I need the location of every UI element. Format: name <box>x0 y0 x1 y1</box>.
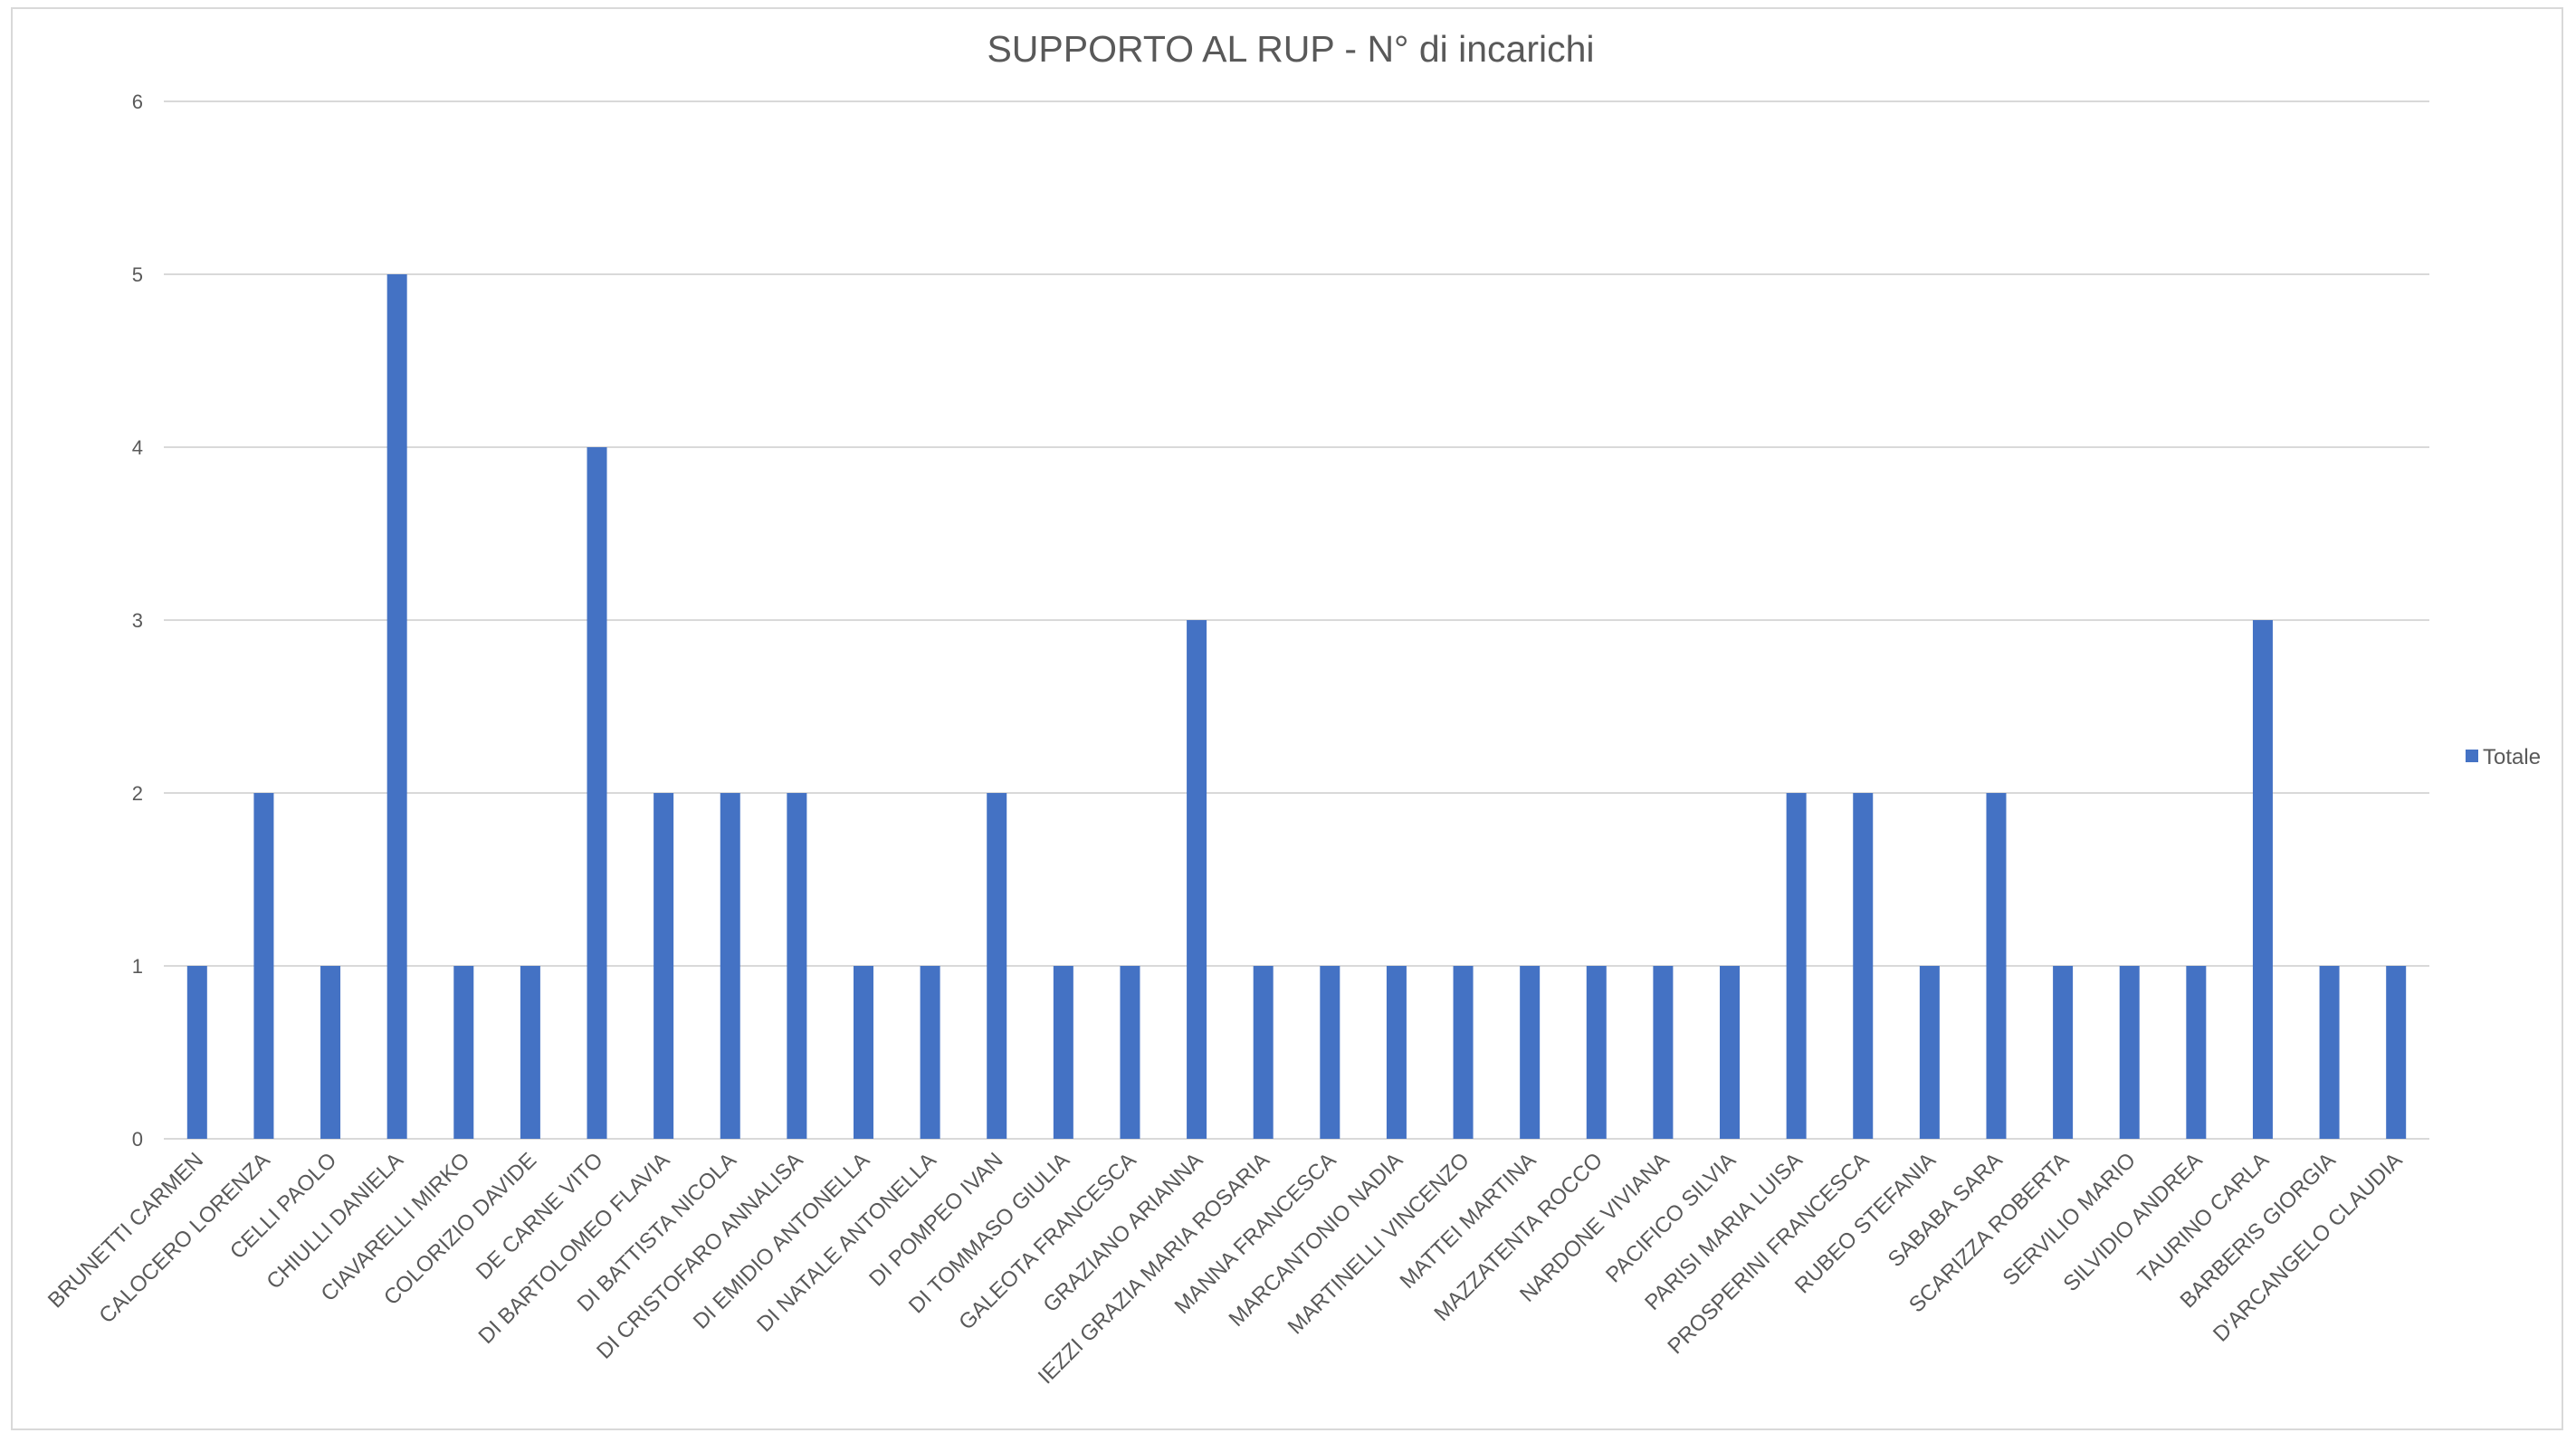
legend: Totale <box>2466 745 2541 769</box>
bar-2 <box>320 966 341 1139</box>
y-tick-label: 0 <box>132 1128 143 1151</box>
bar-12 <box>987 793 1007 1139</box>
y-tick-label: 1 <box>132 955 143 978</box>
bar-7 <box>654 793 674 1139</box>
y-tick-label: 5 <box>132 263 143 286</box>
legend-swatch <box>2466 750 2478 762</box>
bar-6 <box>587 447 607 1139</box>
bar-3 <box>386 274 407 1139</box>
bar-1 <box>253 793 274 1139</box>
bar-33 <box>2386 966 2407 1139</box>
bar-15 <box>1187 620 1207 1139</box>
x-tick-label: SABABA SARA <box>1884 1148 2008 1272</box>
x-tick-label: DE CARNE VITO <box>472 1148 608 1285</box>
chart-frame <box>11 7 2563 1430</box>
bar-23 <box>1720 966 1741 1139</box>
legend-label-totale: Totale <box>2483 745 2541 769</box>
bar-8 <box>720 793 740 1139</box>
bar-26 <box>1919 966 1940 1139</box>
bar-29 <box>2119 966 2140 1139</box>
bar-25 <box>1853 793 1874 1139</box>
bar-16 <box>1253 966 1274 1139</box>
bar-13 <box>1053 966 1073 1139</box>
bar-32 <box>2319 966 2340 1139</box>
y-tick-label: 2 <box>132 782 143 805</box>
bar-28 <box>2053 966 2074 1139</box>
bar-10 <box>853 966 873 1139</box>
bar-4 <box>453 966 474 1139</box>
chart-title: SUPPORTO AL RUP - N° di incarichi <box>987 28 1594 70</box>
bar-22 <box>1653 966 1674 1139</box>
bar-17 <box>1320 966 1340 1139</box>
y-tick-label: 3 <box>132 609 143 632</box>
bar-14 <box>1120 966 1140 1139</box>
bar-9 <box>787 793 807 1139</box>
bar-11 <box>920 966 940 1139</box>
bar-30 <box>2186 966 2207 1139</box>
bar-19 <box>1453 966 1474 1139</box>
bar-0 <box>186 966 207 1139</box>
y-tick-label: 6 <box>132 91 143 113</box>
bar-18 <box>1386 966 1407 1139</box>
bar-20 <box>1520 966 1541 1139</box>
bar-31 <box>2252 620 2273 1139</box>
bar-21 <box>1586 966 1607 1139</box>
bar-24 <box>1786 793 1807 1139</box>
bar-27 <box>1986 793 2007 1139</box>
bar-5 <box>520 966 540 1139</box>
y-tick-label: 4 <box>132 436 143 459</box>
